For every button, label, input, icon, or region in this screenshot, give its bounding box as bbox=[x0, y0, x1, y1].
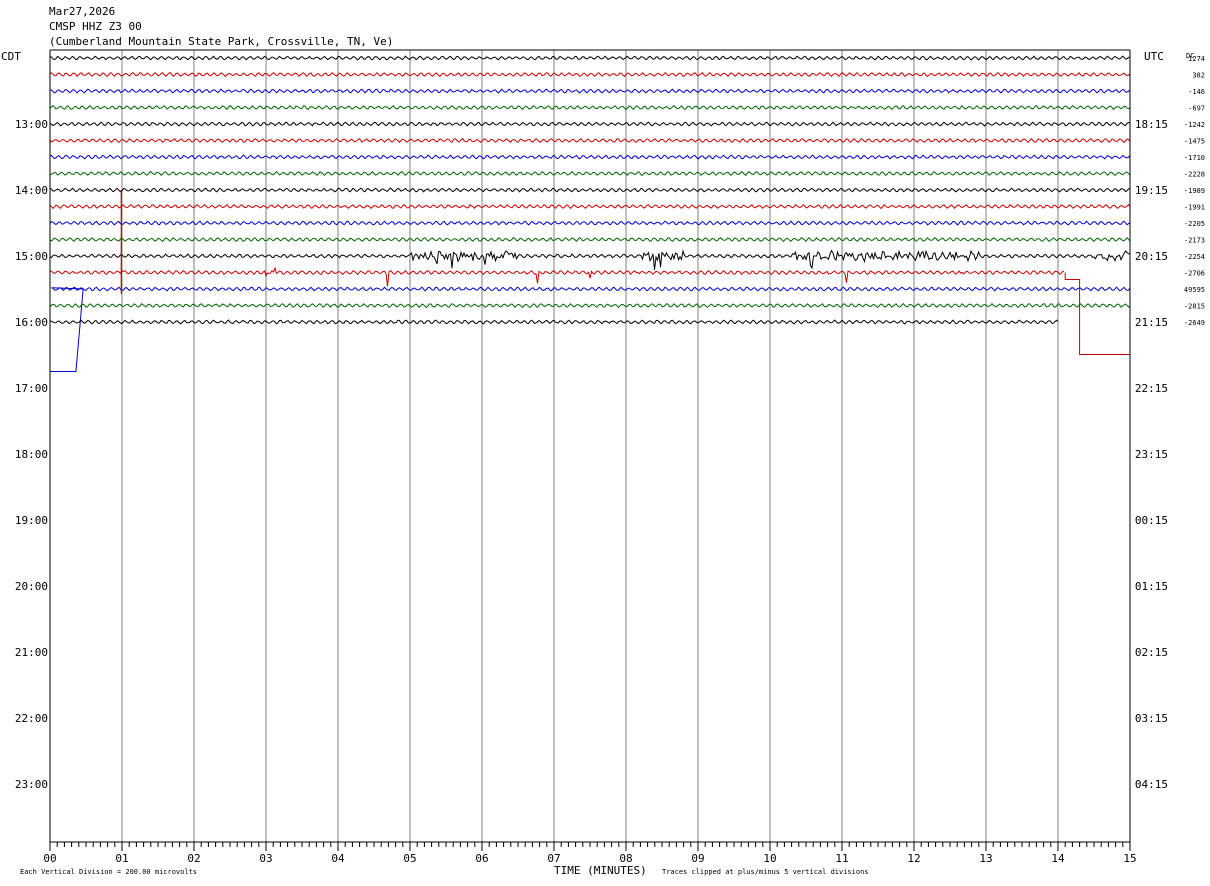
trace-row-12 bbox=[49, 249, 1131, 270]
x-tick-label: 03 bbox=[259, 852, 272, 865]
left-hour-label: 13:00 bbox=[15, 118, 48, 131]
dc-offset-value: -146 bbox=[1188, 88, 1205, 96]
right-hour-label: 01:15 bbox=[1135, 580, 1168, 593]
trace-row-6 bbox=[49, 154, 1131, 160]
minute-gridlines bbox=[121, 50, 1059, 842]
plot-axes: 00 01 02 03 04 05 06 07 08 09 10 11 12 13 14 15 13:00 14:… bbox=[15, 49, 1205, 865]
dc-offset-value: 1274 bbox=[1188, 55, 1205, 63]
trace-row-2 bbox=[50, 88, 1131, 94]
dc-offset-value: -697 bbox=[1188, 105, 1205, 113]
dc-offset-value: -2649 bbox=[1184, 319, 1205, 327]
trace-row-8 bbox=[49, 187, 1131, 193]
dc-offset-value: -2815 bbox=[1184, 303, 1205, 311]
trace-row-4 bbox=[49, 121, 1131, 127]
trace-row-7 bbox=[49, 170, 1131, 177]
x-tick-label: 14 bbox=[1051, 852, 1065, 865]
right-hour-label: 19:15 bbox=[1135, 184, 1168, 197]
right-hour-label: 18:15 bbox=[1135, 118, 1168, 131]
x-tick-label: 09 bbox=[691, 852, 704, 865]
x-tick-label: 02 bbox=[187, 852, 200, 865]
dc-offset-value: -2173 bbox=[1184, 237, 1205, 245]
dc-offset-value: -2254 bbox=[1184, 253, 1205, 261]
right-hour-label: 21:15 bbox=[1135, 316, 1168, 329]
trace-row-1 bbox=[49, 71, 1131, 78]
trace-row-11 bbox=[49, 236, 1131, 243]
left-hour-label: 19:00 bbox=[15, 514, 48, 527]
trace-step-red bbox=[1064, 272, 1130, 355]
right-hour-label: 04:15 bbox=[1135, 778, 1168, 791]
trace-row-5 bbox=[49, 137, 1131, 144]
x-tick-label: 08 bbox=[619, 852, 632, 865]
trace-row-3 bbox=[49, 104, 1131, 111]
clip-note: Traces clipped at plus/minus 5 vertical … bbox=[662, 868, 869, 876]
dc-offset-value: -2228 bbox=[1184, 171, 1205, 179]
seismic-traces bbox=[49, 55, 1131, 372]
left-hour-label: 16:00 bbox=[15, 316, 48, 329]
x-tick-label: 04 bbox=[331, 852, 345, 865]
right-hour-label: 23:15 bbox=[1135, 448, 1168, 461]
right-hour-label: 00:15 bbox=[1135, 514, 1168, 527]
x-tick-label: 01 bbox=[115, 852, 128, 865]
station-name: CMSP HHZ Z3 00 bbox=[49, 20, 142, 33]
right-hour-label: 02:15 bbox=[1135, 646, 1168, 659]
left-hour-label: 14:00 bbox=[15, 184, 48, 197]
left-hour-label: 23:00 bbox=[15, 778, 48, 791]
right-timezone-label: UTC bbox=[1144, 50, 1164, 63]
x-tick-label: 15 bbox=[1123, 852, 1136, 865]
station-location: (Cumberland Mountain State Park, Crossvi… bbox=[49, 35, 393, 48]
trace-row-13 bbox=[50, 266, 1065, 287]
right-hour-label: 03:15 bbox=[1135, 712, 1168, 725]
x-tick-label: 11 bbox=[835, 852, 848, 865]
dc-offset-value: -1989 bbox=[1184, 187, 1205, 195]
dc-offset-value: -1475 bbox=[1184, 138, 1205, 146]
x-axis-title: TIME (MINUTES) bbox=[554, 864, 647, 877]
trace-row-16 bbox=[49, 319, 1059, 325]
trace-row-10 bbox=[49, 220, 1131, 226]
left-hour-label: 15:00 bbox=[15, 250, 48, 263]
left-hour-label: 20:00 bbox=[15, 580, 48, 593]
left-timezone-label: CDT bbox=[1, 50, 21, 63]
plot-date: Mar27,2026 bbox=[49, 5, 115, 18]
left-hour-label: 22:00 bbox=[15, 712, 48, 725]
right-hour-label: 20:15 bbox=[1135, 250, 1168, 263]
right-hour-label: 22:15 bbox=[1135, 382, 1168, 395]
x-tick-label: 07 bbox=[547, 852, 560, 865]
dc-offset-value: -1991 bbox=[1184, 204, 1205, 212]
dc-offset-value: -1242 bbox=[1184, 121, 1205, 129]
x-tick-label: 10 bbox=[763, 852, 776, 865]
dc-offset-value: 49595 bbox=[1184, 286, 1205, 294]
dc-offset-value: -2706 bbox=[1184, 270, 1205, 278]
trace-row-0 bbox=[49, 55, 1131, 61]
x-tick-label: 00 bbox=[43, 852, 56, 865]
dc-offset-value: -2205 bbox=[1184, 220, 1205, 228]
left-hour-label: 21:00 bbox=[15, 646, 48, 659]
trace-row-14 bbox=[50, 286, 1131, 372]
trace-row-15 bbox=[49, 302, 1131, 309]
left-hour-label: 18:00 bbox=[15, 448, 48, 461]
scale-note: Each Vertical Division = 200.00 microvol… bbox=[20, 868, 197, 876]
trace-row-9 bbox=[49, 203, 1131, 210]
dc-offset-value: 382 bbox=[1192, 72, 1205, 80]
dc-offset-header: DC bbox=[1186, 52, 1194, 60]
x-tick-label: 05 bbox=[403, 852, 416, 865]
x-tick-label: 13 bbox=[979, 852, 992, 865]
left-hour-label: 17:00 bbox=[15, 382, 48, 395]
dc-offset-value: -1710 bbox=[1184, 154, 1205, 162]
x-tick-label: 12 bbox=[907, 852, 920, 865]
x-tick-label: 06 bbox=[475, 852, 488, 865]
